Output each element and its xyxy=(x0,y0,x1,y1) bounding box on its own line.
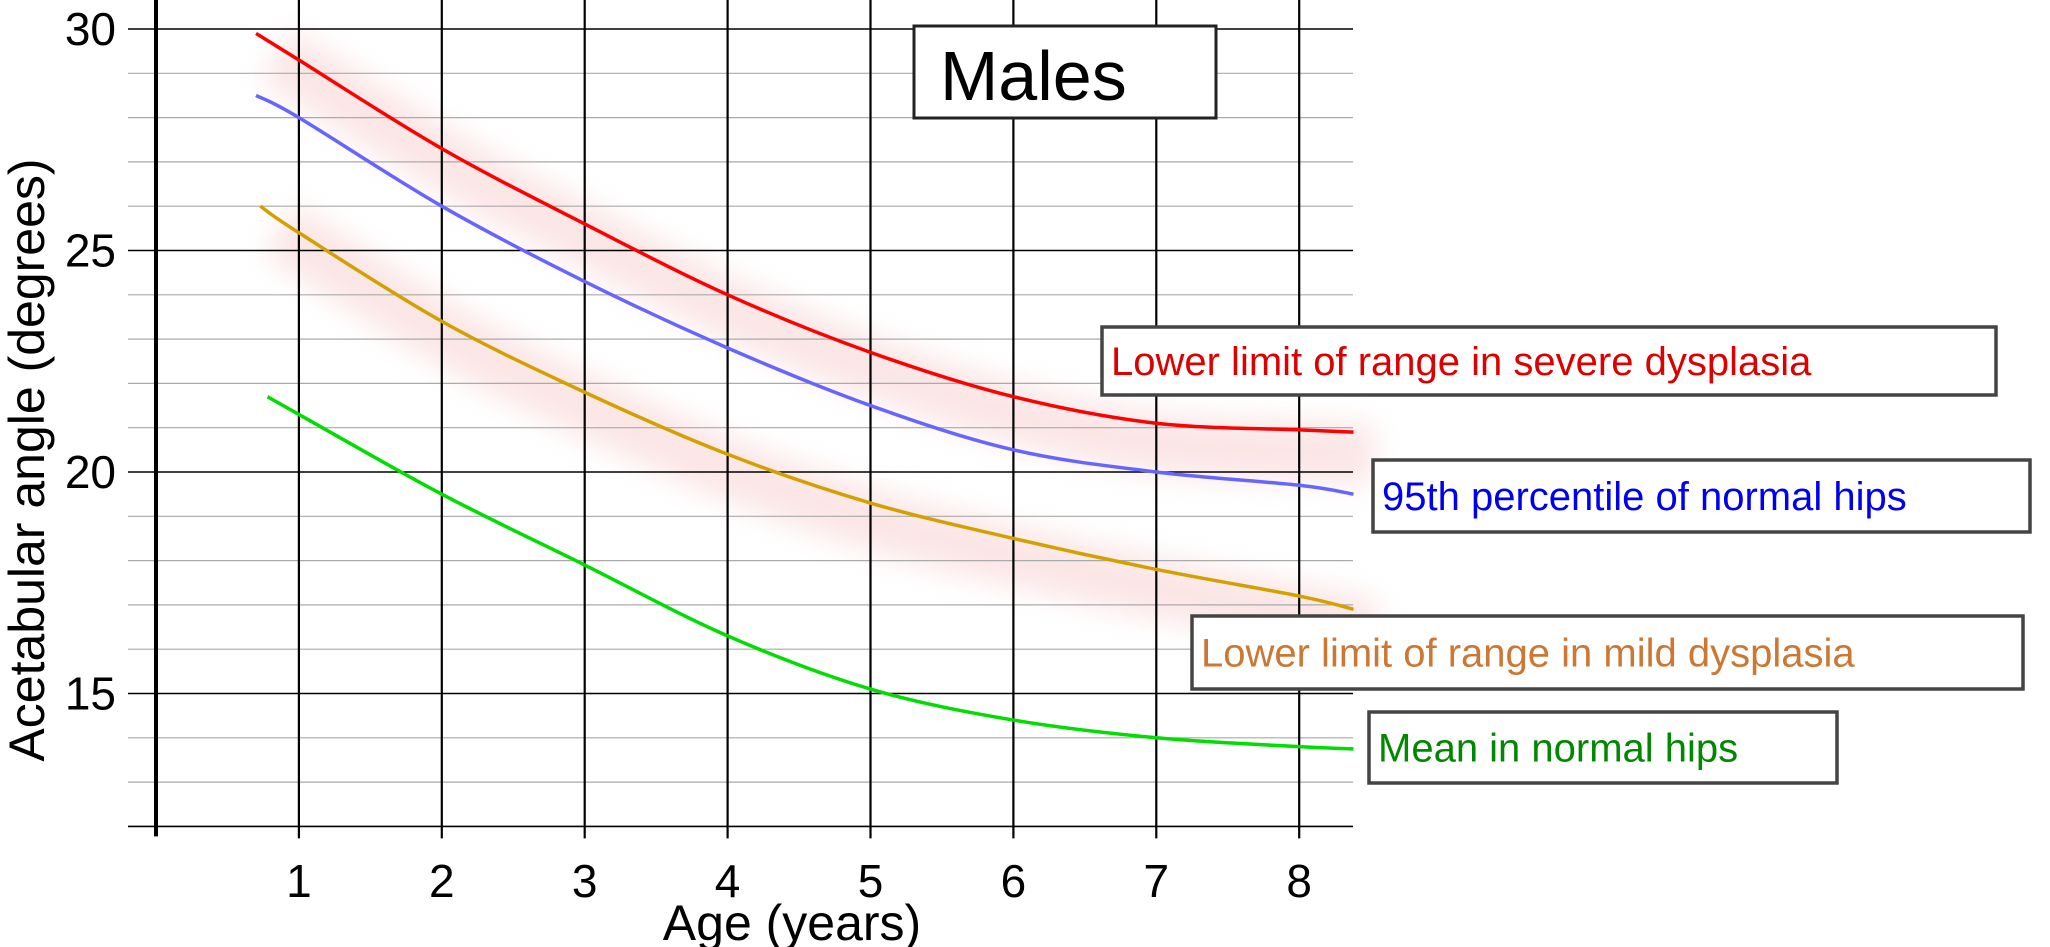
series-line-0 xyxy=(255,31,1354,434)
y-axis-title: Acetabular angle (degrees) xyxy=(0,158,55,761)
shaded-band xyxy=(260,29,1375,485)
series-label-text: Lower limit of range in severe dysplasia xyxy=(1111,340,1812,384)
series-label-0: Lower limit of range in severe dysplasia xyxy=(1100,325,1998,397)
series-label-3: Mean in normal hips xyxy=(1367,710,1839,785)
series-label-text: Lower limit of range in mild dysplasia xyxy=(1201,632,1855,676)
series-line-3 xyxy=(266,395,1354,751)
shaded-band xyxy=(262,203,1382,661)
y-tick-label: 25 xyxy=(65,225,116,277)
x-tick-label: 8 xyxy=(1286,855,1312,907)
x-tick-label: 6 xyxy=(1001,855,1027,907)
chart-title: Males xyxy=(940,37,1127,115)
x-tick-label: 3 xyxy=(572,855,598,907)
x-axis-title: Age (years) xyxy=(663,895,921,947)
y-tick-label: 20 xyxy=(65,446,116,498)
series-line-2 xyxy=(259,204,1354,612)
x-tick-label: 4 xyxy=(715,855,741,907)
series-label-2: Lower limit of range in mild dysplasia xyxy=(1190,614,2025,691)
x-tick-label: 5 xyxy=(858,855,884,907)
tick-labels: 1 2 3 4 5 6 7 8 15 20 25 30 xyxy=(65,3,1312,907)
series-label-1: 95th percentile of normal hips xyxy=(1371,458,2032,534)
series-label-text: Mean in normal hips xyxy=(1378,727,1738,771)
x-tick-label: 1 xyxy=(286,855,312,907)
y-tick-label: 15 xyxy=(65,668,116,720)
series-lines xyxy=(255,31,1354,751)
title-box: Males xyxy=(912,24,1218,120)
x-tick-label: 7 xyxy=(1144,855,1170,907)
series-line-1 xyxy=(255,93,1354,496)
x-tick-label: 2 xyxy=(429,855,455,907)
series-labels: Lower limit of range in severe dysplasia… xyxy=(1100,325,2032,785)
series-label-text: 95th percentile of normal hips xyxy=(1382,475,1907,519)
shaded-bands xyxy=(260,29,1382,661)
y-tick-label: 30 xyxy=(65,3,116,55)
